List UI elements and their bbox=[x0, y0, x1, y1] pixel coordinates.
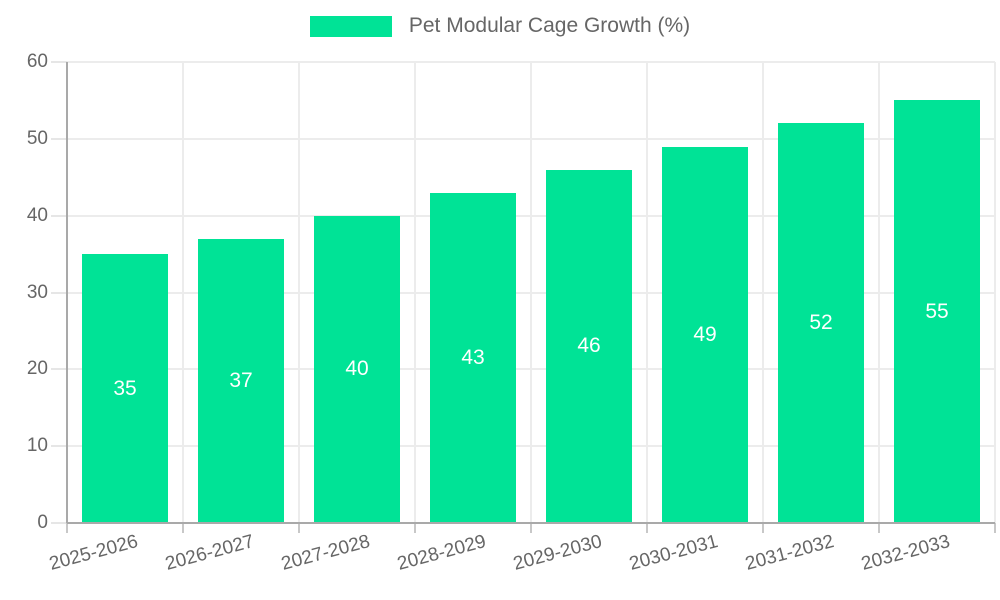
x-tick-mark bbox=[994, 523, 996, 533]
bar[interactable]: 37 bbox=[198, 238, 284, 523]
bar-value-label: 52 bbox=[809, 311, 833, 335]
bar-value-label: 43 bbox=[461, 345, 485, 369]
bar[interactable]: 55 bbox=[894, 100, 980, 523]
bar-value-label: 46 bbox=[577, 334, 601, 358]
bar[interactable]: 35 bbox=[82, 254, 168, 523]
x-tick-label: 2032-2033 bbox=[859, 531, 953, 575]
bar-value-label: 40 bbox=[345, 357, 369, 381]
x-tick-mark bbox=[298, 523, 300, 533]
legend[interactable]: Pet Modular Cage Growth (%) bbox=[0, 14, 1000, 38]
y-tick-mark bbox=[51, 445, 67, 448]
y-tick-label: 40 bbox=[26, 204, 48, 226]
legend-label: Pet Modular Cage Growth (%) bbox=[408, 14, 691, 37]
y-tick-label: 60 bbox=[26, 51, 48, 72]
x-tick-mark bbox=[646, 523, 648, 533]
y-tick-mark bbox=[51, 137, 67, 140]
gridline-vertical bbox=[762, 62, 764, 523]
gridline-vertical bbox=[530, 62, 532, 523]
x-tick-mark bbox=[182, 523, 184, 533]
x-tick-label: 2025-2026 bbox=[47, 531, 141, 575]
y-axis-line bbox=[66, 62, 68, 523]
bar-value-label: 35 bbox=[113, 376, 137, 400]
bar[interactable]: 43 bbox=[430, 192, 516, 523]
y-tick-label: 10 bbox=[26, 435, 48, 457]
x-tick-label: 2028-2029 bbox=[395, 531, 489, 575]
bar[interactable]: 49 bbox=[662, 146, 748, 523]
bar[interactable]: 46 bbox=[546, 169, 632, 523]
y-tick-mark bbox=[51, 368, 67, 371]
x-tick-label: 2030-2031 bbox=[627, 531, 721, 575]
gridline-vertical bbox=[878, 62, 880, 523]
gridline-vertical bbox=[298, 62, 300, 523]
x-tick-label: 2027-2028 bbox=[279, 531, 373, 575]
y-tick-mark bbox=[51, 61, 67, 63]
x-tick-mark bbox=[878, 523, 880, 533]
y-tick-label: 50 bbox=[26, 127, 48, 149]
x-axis-line bbox=[67, 522, 995, 524]
y-tick-mark bbox=[51, 522, 67, 524]
x-tick-label: 2029-2030 bbox=[511, 531, 605, 575]
x-tick-mark bbox=[66, 523, 68, 533]
bar-value-label: 49 bbox=[693, 322, 717, 346]
bar-value-label: 37 bbox=[229, 368, 253, 392]
x-tick-label: 2031-2032 bbox=[743, 531, 837, 575]
gridline-vertical bbox=[994, 62, 996, 523]
bar[interactable]: 52 bbox=[778, 123, 864, 523]
gridline-vertical bbox=[182, 62, 184, 523]
x-tick-label: 2026-2027 bbox=[163, 531, 257, 575]
y-tick-label: 30 bbox=[26, 281, 48, 303]
gridline-vertical bbox=[646, 62, 648, 523]
bar[interactable]: 40 bbox=[314, 215, 400, 523]
bar-value-label: 55 bbox=[925, 299, 949, 323]
y-tick-mark bbox=[51, 291, 67, 294]
y-tick-label: 20 bbox=[26, 358, 48, 380]
gridline-vertical bbox=[414, 62, 416, 523]
x-tick-mark bbox=[530, 523, 532, 533]
y-tick-mark bbox=[51, 214, 67, 217]
x-tick-mark bbox=[762, 523, 764, 533]
x-tick-mark bbox=[414, 523, 416, 533]
y-tick-label: 0 bbox=[37, 512, 48, 533]
legend-swatch bbox=[309, 15, 392, 37]
